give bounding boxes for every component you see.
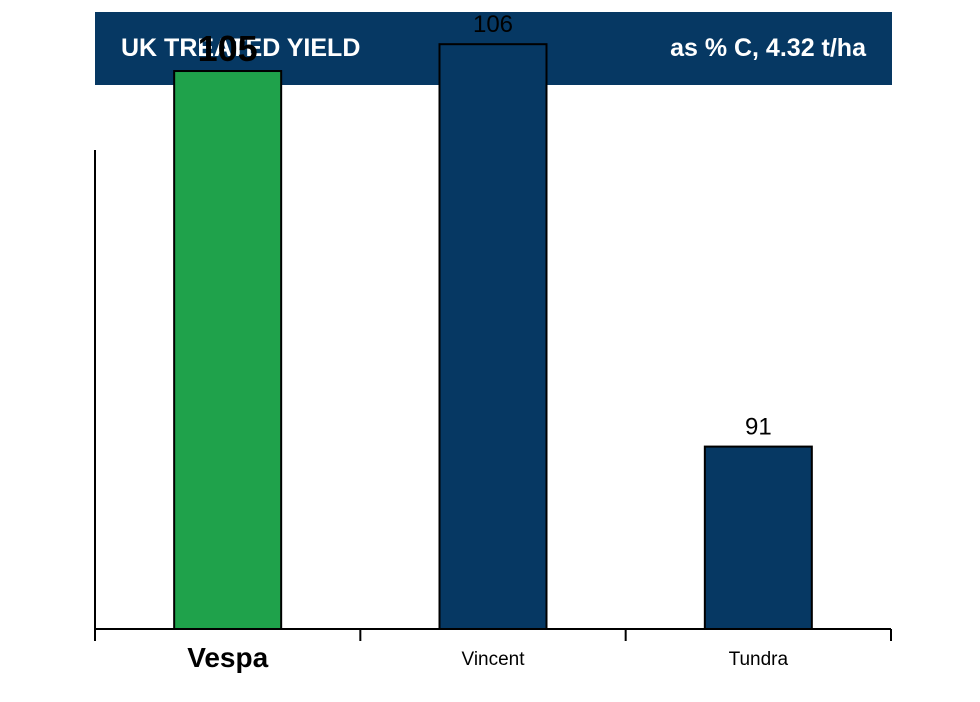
chart-subtitle: as % C, 4.32 t/ha [670,34,866,62]
bar-tundra [703,445,813,630]
chart-title: UK TREATED YIELD [121,34,361,62]
bar-vespa [173,70,283,630]
tick-label-tundra: Tundra [729,649,789,670]
tick-label-vincent: Vincent [461,649,525,670]
bar-vincent [438,43,548,631]
data-label-tundra: 91 [745,414,772,441]
tick-label-vespa: Vespa [187,642,268,673]
data-label-vespa: 105 [198,28,258,69]
data-label-vincent: 106 [473,11,513,38]
